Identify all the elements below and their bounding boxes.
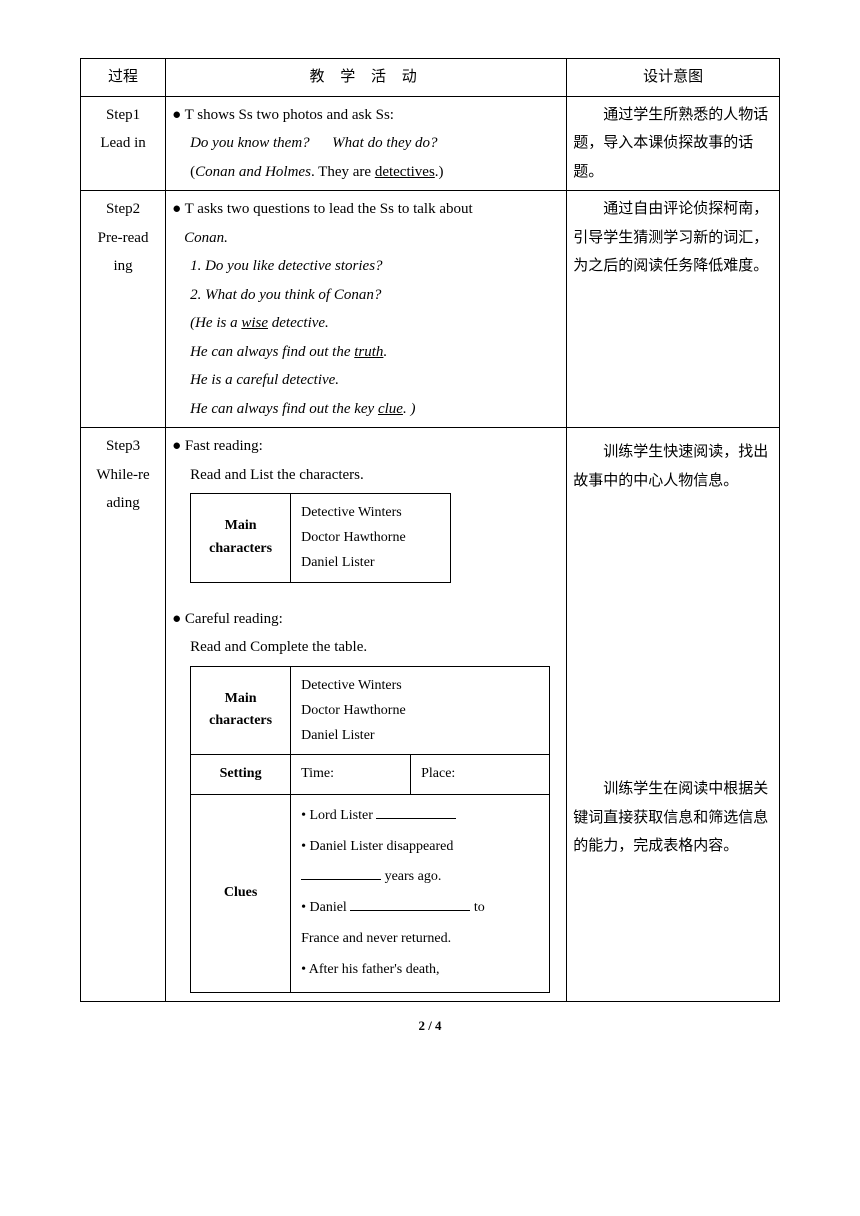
step2-q1: 1. Do you like detective stories?: [172, 252, 560, 281]
careful-main-cell: Detective Winters Doctor Hawthorne Danie…: [291, 666, 550, 755]
step1-num: Step1: [87, 101, 159, 130]
step1-questions: Do you know them? What do they do?: [172, 129, 560, 158]
step3-label: Step3 While-re ading: [81, 428, 166, 1002]
step2-intent: 通过自由评论侦探柯南，引导学生猜测学习新的词汇，为之后的阅读任务降低难度。: [567, 191, 780, 428]
main-characters-cell: Detective Winters Doctor Hawthorne Danie…: [291, 494, 451, 583]
blank-3: [350, 897, 470, 911]
step3-fast: Fast reading:: [172, 432, 560, 461]
step2-q2: 2. What do you think of Conan?: [172, 281, 560, 310]
step2-line1b: Conan.: [172, 224, 560, 253]
step1-intent: 通过学生所熟悉的人物话题，导入本课侦探故事的话题。: [567, 96, 780, 191]
step3-name2: ading: [87, 489, 159, 518]
time-cell: Time:: [291, 755, 411, 795]
step3-activity: Fast reading: Read and List the characte…: [166, 428, 567, 1002]
step3-careful: Careful reading:: [172, 605, 560, 634]
step2-name1: Pre-read: [87, 224, 159, 253]
step1-name: Lead in: [87, 129, 159, 158]
step1-q1a: Do you know them?: [190, 135, 310, 151]
step3-row: Step3 While-re ading Fast reading: Read …: [81, 428, 780, 1002]
header-activity: 教 学 活 动: [166, 59, 567, 97]
header-process: 过程: [81, 59, 166, 97]
blank-2: [301, 866, 381, 880]
header-intent: 设计意图: [567, 59, 780, 97]
step1-line1: T shows Ss two photos and ask Ss:: [172, 101, 560, 130]
step3-num: Step3: [87, 432, 159, 461]
step2-row: Step2 Pre-read ing T asks two questions …: [81, 191, 780, 428]
step3-intent: 训练学生快速阅读，找出故事中的中心人物信息。 训练学生在阅读中根据关键词直接获取…: [567, 428, 780, 1002]
fast-reading-table: Maincharacters Detective Winters Doctor …: [190, 493, 451, 583]
step2-a1: (He is a wise detective.: [172, 309, 560, 338]
step2-a2: He can always find out the truth.: [172, 338, 560, 367]
page-number: 2 / 4: [80, 1014, 780, 1039]
careful-reading-table: Maincharacters Detective Winters Doctor …: [190, 666, 550, 993]
step2-name2: ing: [87, 252, 159, 281]
careful-main-label: Maincharacters: [191, 666, 291, 755]
step2-a4: He can always find out the key clue. ): [172, 395, 560, 424]
step1-activity: T shows Ss two photos and ask Ss: Do you…: [166, 96, 567, 191]
lesson-plan-table: 过程 教 学 活 动 设计意图 Step1 Lead in T shows Ss…: [80, 58, 780, 1002]
main-characters-label: Maincharacters: [191, 494, 291, 583]
step1-answer: (Conan and Holmes. They are detectives.): [172, 158, 560, 187]
step3-name1: While-re: [87, 461, 159, 490]
step3-intent2: 训练学生在阅读中根据关键词直接获取信息和筛选信息的能力，完成表格内容。: [573, 775, 773, 861]
clues-cell: • Lord Lister • Daniel Lister disappeare…: [291, 794, 550, 992]
place-cell: Place:: [411, 755, 550, 795]
header-row: 过程 教 学 活 动 设计意图: [81, 59, 780, 97]
step2-label: Step2 Pre-read ing: [81, 191, 166, 428]
step1-q1b: What do they do?: [332, 135, 437, 151]
step1-label: Step1 Lead in: [81, 96, 166, 191]
step2-a3: He is a careful detective.: [172, 366, 560, 395]
step3-intent1: 训练学生快速阅读，找出故事中的中心人物信息。: [573, 438, 773, 495]
clues-label: Clues: [191, 794, 291, 992]
step1-row: Step1 Lead in T shows Ss two photos and …: [81, 96, 780, 191]
step2-activity: T asks two questions to lead the Ss to t…: [166, 191, 567, 428]
step3-careful-sub: Read and Complete the table.: [172, 633, 560, 662]
step2-num: Step2: [87, 195, 159, 224]
step3-fast-sub: Read and List the characters.: [172, 461, 560, 490]
blank-1: [376, 805, 456, 819]
setting-label: Setting: [191, 755, 291, 795]
step2-line1a: T asks two questions to lead the Ss to t…: [172, 195, 560, 224]
